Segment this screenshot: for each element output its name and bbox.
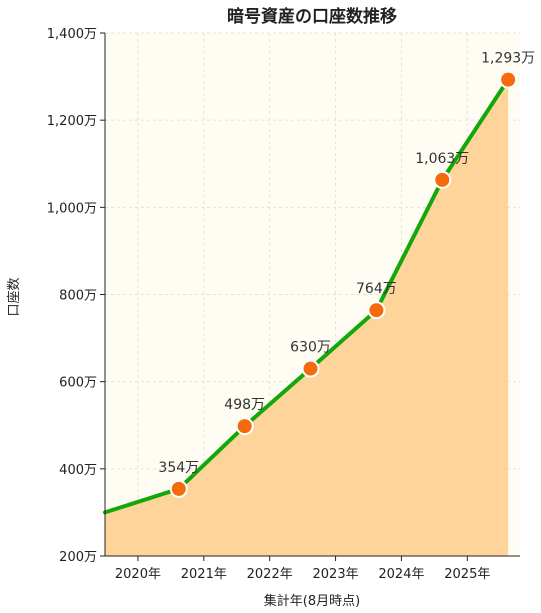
- data-label: 630万: [290, 340, 331, 356]
- chart-title: 暗号資産の口座数推移: [227, 6, 397, 27]
- data-label: 498万: [224, 397, 265, 413]
- data-point-marker: [433, 170, 452, 189]
- x-tick-label: 2025年: [444, 567, 490, 582]
- x-axis-ticks: 2020年 2021年 2022年 2023年 2024年 2025年: [115, 556, 490, 582]
- y-tick-label: 800万: [59, 289, 97, 304]
- y-axis-label: 口座数: [7, 277, 22, 316]
- x-tick-label: 2024年: [378, 567, 424, 582]
- data-label: 354万: [158, 460, 199, 476]
- markers: [169, 70, 518, 498]
- data-point-marker: [169, 479, 188, 498]
- data-point-marker: [367, 301, 386, 320]
- data-label: 764万: [356, 281, 397, 297]
- area-fill: [105, 79, 509, 556]
- x-tick-label: 2022年: [247, 567, 293, 582]
- data-label: 1,063万: [415, 151, 469, 167]
- data-labels: 354万 498万 630万 764万 1,063万 1,293万: [158, 51, 535, 476]
- data-point-marker: [301, 359, 320, 378]
- data-point-marker: [235, 417, 254, 436]
- x-tick-label: 2023年: [313, 567, 359, 582]
- data-label: 1,293万: [481, 51, 535, 67]
- x-tick-label: 2021年: [181, 567, 227, 582]
- y-tick-label: 600万: [59, 376, 97, 391]
- x-axis-label: 集計年(8月時点): [264, 593, 360, 609]
- y-tick-label: 200万: [59, 550, 97, 565]
- data-point-marker: [499, 70, 518, 89]
- y-tick-label: 1,200万: [47, 114, 97, 129]
- y-tick-label: 1,000万: [47, 201, 97, 216]
- x-tick-label: 2020年: [115, 567, 161, 582]
- y-tick-label: 400万: [59, 463, 97, 478]
- y-tick-label: 1,400万: [47, 27, 97, 42]
- y-axis-ticks: 200万 400万 600万 800万 1,000万 1,200万 1,400万: [47, 27, 105, 565]
